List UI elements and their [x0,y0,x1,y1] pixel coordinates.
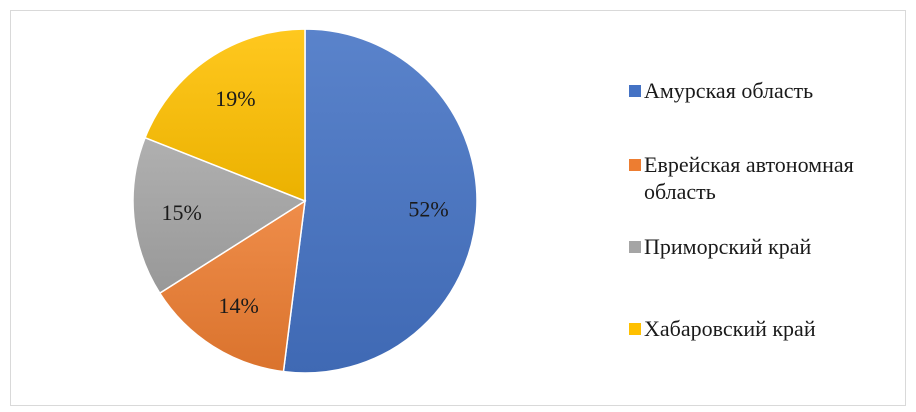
slice-label-khabarovsk: 19% [215,86,255,111]
pie-chart: 52% 14% 15% 19% [132,28,478,374]
pie-slice-primorsky [132,136,307,295]
legend-swatch-amur [629,85,641,97]
slice-label-amur: 52% [408,196,448,221]
legend-item-khabarovsk: Хабаровский край [629,315,904,342]
pie-slice-amur [282,28,478,374]
legend-item-primorsky: Приморский край [629,233,904,260]
pie-slice-khabarovsk [144,28,306,203]
legend-swatch-khabarovsk [629,323,641,335]
legend-swatch-jewish-ao [629,159,641,171]
legend-label-amur: Амурская область [644,78,814,103]
legend-label-jewish-ao: Еврейская автономная область [644,152,854,204]
legend-label-khabarovsk: Хабаровский край [644,316,816,341]
slice-label-primorsky: 15% [162,200,202,225]
legend-item-amur: Амурская область [629,77,904,104]
chart-area: 52% 14% 15% 19% Амурская область Еврейская … [10,10,906,406]
pie-slice-jewish-ao [158,199,306,373]
legend-item-jewish-ao: Еврейская автономная область [629,151,904,205]
legend-swatch-primorsky [629,241,641,253]
legend-label-primorsky: Приморский край [644,234,812,259]
slice-label-jewish-ao: 14% [218,293,258,318]
